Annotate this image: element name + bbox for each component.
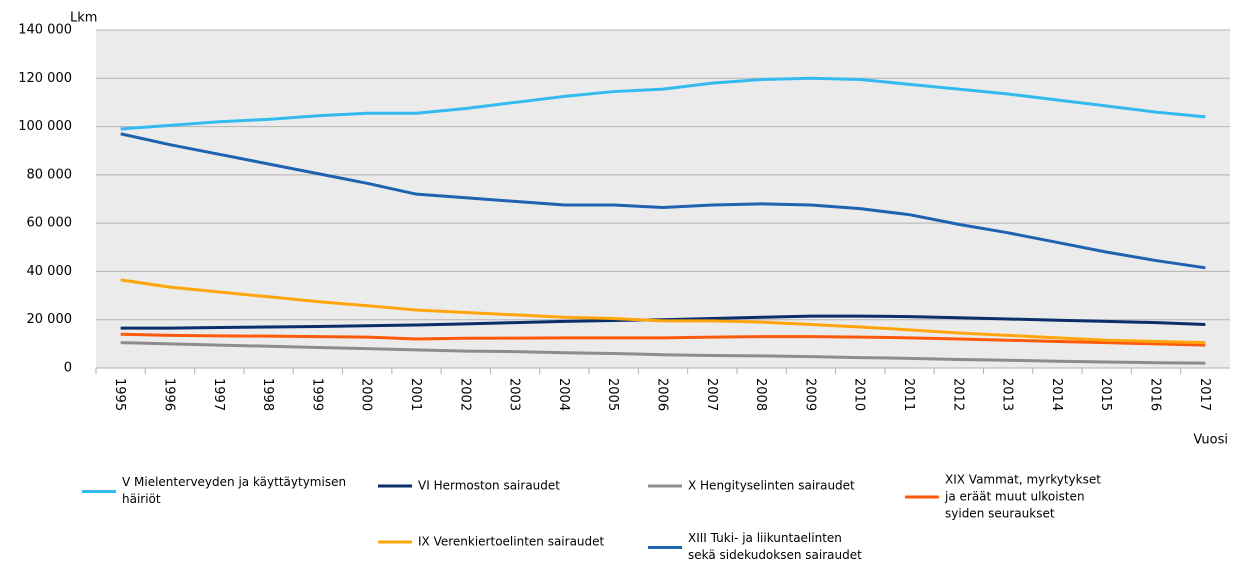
- legend-swatch: [378, 484, 412, 488]
- legend-label: XIII Tuki- ja liikuntaelinten sekä sidek…: [688, 531, 862, 562]
- legend-label: X Hengityselinten sairaudet: [688, 478, 855, 493]
- x-tick-label: 2007: [704, 378, 719, 411]
- x-tick-label: 1996: [161, 378, 176, 411]
- x-tick-label: 2011: [901, 378, 916, 411]
- legend-label: IX Verenkiertoelinten sairaudet: [418, 534, 605, 549]
- x-tick-label: 2016: [1148, 378, 1163, 411]
- x-tick-label: 2010: [852, 378, 867, 411]
- x-tick-label: 2015: [1098, 378, 1113, 411]
- legend-item: X Hengityselinten sairaudet: [648, 478, 888, 495]
- y-tick-label: 0: [64, 361, 72, 376]
- y-tick-label: 40 000: [27, 264, 73, 279]
- x-tick-label: 2006: [655, 378, 670, 411]
- legend-label: V Mielenterveyden ja käyttäytymisen häir…: [122, 475, 347, 506]
- x-tick-label: 2002: [457, 378, 472, 411]
- x-tick-label: 2012: [950, 378, 965, 411]
- x-tick-label: 2000: [359, 378, 374, 411]
- legend-swatch: [82, 489, 116, 493]
- x-tick-label: 2004: [556, 378, 571, 411]
- y-tick-label: 140 000: [18, 23, 72, 38]
- legend-swatch: [648, 545, 682, 549]
- legend-swatch: [378, 540, 412, 544]
- legend-label: VI Hermoston sairaudet: [418, 478, 560, 493]
- y-axis-label: Lkm: [70, 11, 97, 26]
- x-tick-label: 2003: [507, 378, 522, 411]
- line-series: [120, 332, 1206, 347]
- y-tick-label: 120 000: [18, 71, 72, 86]
- legend-item: V Mielenterveyden ja käyttäytymisen häir…: [82, 474, 352, 508]
- x-tick-label: 2008: [753, 378, 768, 411]
- line-series: [120, 341, 1206, 365]
- x-axis-label: Vuosi: [1193, 433, 1228, 448]
- x-tick-label: 1995: [112, 378, 127, 411]
- x-tick-label: 2013: [1000, 378, 1015, 411]
- line-series: [120, 76, 1206, 131]
- x-tick-label: 1997: [211, 378, 226, 411]
- x-tick-label: 2001: [408, 378, 423, 411]
- plot-area: [96, 30, 1230, 368]
- y-tick-label: 80 000: [27, 167, 73, 182]
- x-tick-label: 1998: [260, 378, 275, 411]
- legend-item: XIX Vammat, myrkytykset ja eräät muut ul…: [905, 472, 1115, 523]
- line-series: [120, 278, 1206, 345]
- x-tick-label: 2005: [605, 378, 620, 411]
- x-tick-label: 2009: [802, 378, 817, 411]
- line-series: [120, 132, 1206, 270]
- legend-item: IX Verenkiertoelinten sairaudet: [378, 534, 618, 551]
- legend-item: VI Hermoston sairaudet: [378, 478, 618, 495]
- y-tick-label: 20 000: [27, 312, 73, 327]
- x-tick-label: 2017: [1197, 378, 1212, 411]
- x-tick-label: 1999: [309, 378, 324, 411]
- legend-swatch: [648, 484, 682, 488]
- legend-swatch: [905, 495, 939, 499]
- y-tick-label: 60 000: [27, 216, 73, 231]
- y-tick-label: 100 000: [18, 119, 72, 134]
- legend-item: XIII Tuki- ja liikuntaelinten sekä sidek…: [648, 530, 868, 564]
- legend-label: XIX Vammat, myrkytykset ja eräät muut ul…: [945, 472, 1101, 521]
- x-tick-label: 2014: [1049, 378, 1064, 411]
